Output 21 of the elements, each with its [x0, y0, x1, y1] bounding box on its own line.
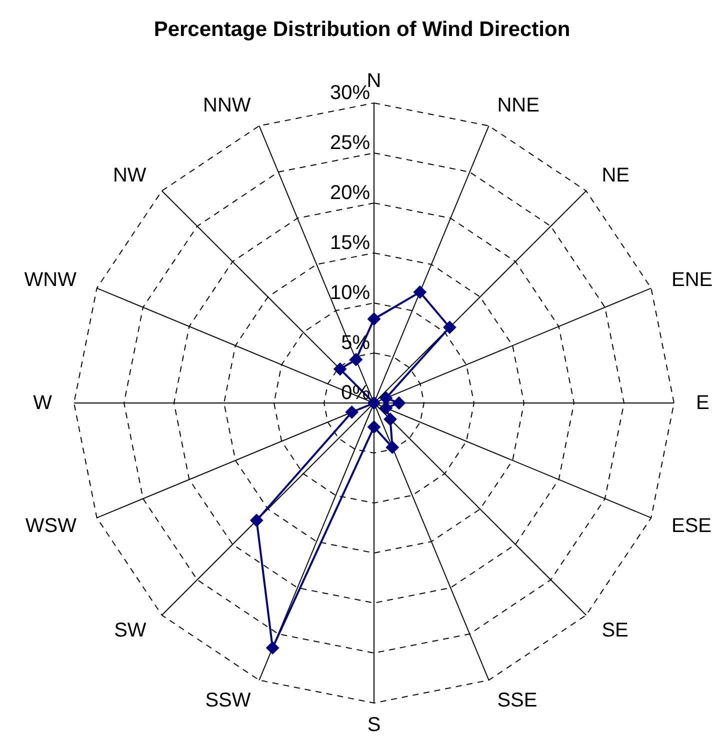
y-tick-label: 15% [330, 232, 370, 254]
spoke-label: ENE [671, 268, 713, 291]
y-tick-label: 25% [330, 132, 370, 154]
chart-title: Percentage Distribution of Wind Direction [152, 17, 572, 43]
spoke-label: W [33, 392, 52, 414]
spoke-label: SSE [497, 689, 538, 712]
spoke-label: WSW [25, 515, 77, 538]
spoke-label: ESE [671, 515, 712, 538]
spoke-label: WNW [24, 268, 77, 291]
spoke-label: NW [112, 164, 146, 186]
spoke-label: SW [114, 620, 146, 642]
y-tick-label: 20% [330, 182, 370, 204]
spoke-label: E [696, 392, 710, 414]
spoke-label: SSW [205, 689, 251, 712]
spoke-label: NE [602, 164, 630, 186]
y-tick-label: 10% [330, 282, 370, 304]
spoke-label: SE [602, 620, 628, 642]
spoke-label: N [366, 70, 382, 92]
spoke-label: NNE [497, 94, 540, 117]
spoke-label: S [367, 714, 381, 736]
spoke-label: NNW [203, 94, 251, 117]
